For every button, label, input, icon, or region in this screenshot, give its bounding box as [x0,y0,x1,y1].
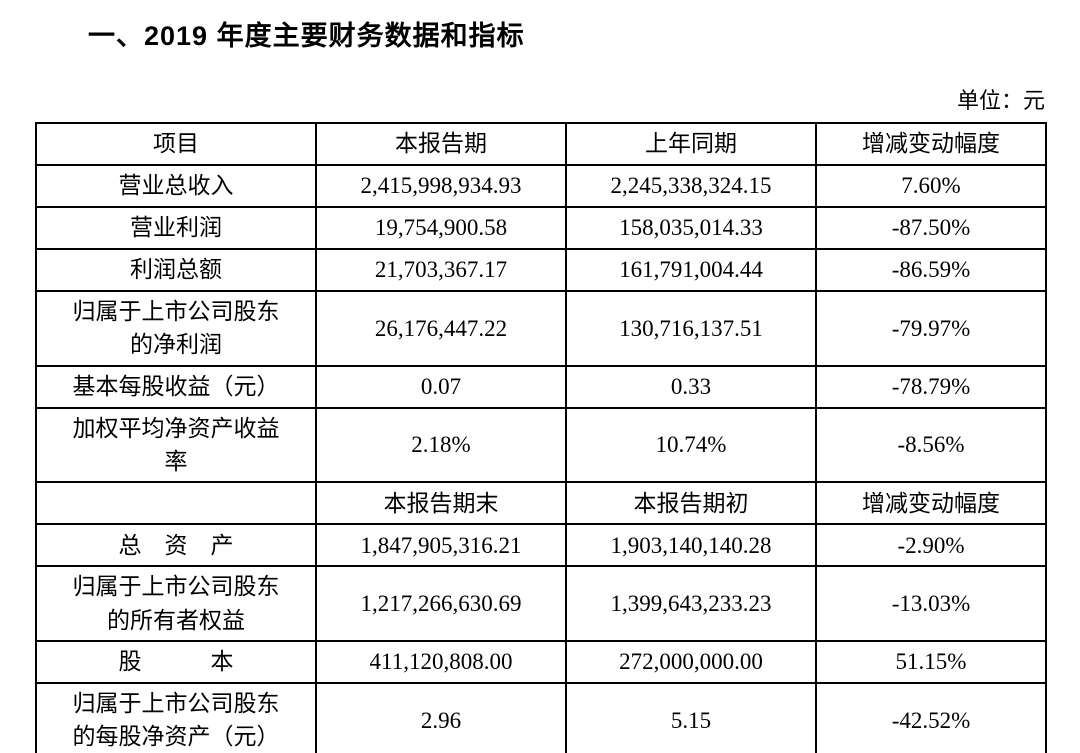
current-period-cell: 1,847,905,316.21 [315,523,567,568]
table-row: 归属于上市公司股东 的净利润 26,176,447.22 130,716,137… [35,290,1047,367]
item-label-cell: 营业利润 [35,206,317,250]
col-header-change: 增减变动幅度 [815,122,1047,166]
table-row: 股 本 411,120,808.00 272,000,000.00 51.15% [35,640,1047,685]
current-period-cell: 19,754,900.58 [315,206,567,250]
change-cell: -78.79% [815,364,1047,409]
item-label-cell: 加权平均净资产收益 率 [35,406,317,484]
change-cell: -86.59% [815,248,1047,292]
item-label-cell: 利润总额 [35,248,317,292]
current-period-cell: 21,703,367.17 [315,248,567,292]
item-label-cell: 基本每股收益（元） [35,364,317,409]
table-row: 营业总收入 2,415,998,934.93 2,245,338,324.15 … [35,164,1047,208]
prior-period-cell: 1,399,643,233.23 [565,565,817,643]
table-row: 加权平均净资产收益 率 2.18% 10.74% -8.56% [35,406,1047,484]
prior-period-cell: 158,035,014.33 [565,206,817,250]
prior-period-cell: 272,000,000.00 [565,640,817,685]
prior-period-cell: 0.33 [565,364,817,409]
page-title: 一、2019 年度主要财务数据和指标 [88,21,525,51]
item-label-cell: 股 本 [35,640,317,685]
table-row: 总 资 产 1,847,905,316.21 1,903,140,140.28 … [35,523,1047,568]
financial-table: 项目 本报告期 上年同期 增减变动幅度 营业总收入 2,415,998,934.… [35,122,1047,753]
current-period-cell: 2.18% [315,406,567,484]
unit-label: 单位：元 [956,88,1045,113]
subheader-empty-cell [35,481,317,526]
change-cell: -13.03% [815,565,1047,643]
table-row: 营业利润 19,754,900.58 158,035,014.33 -87.50… [35,206,1047,250]
current-period-cell: 2.96 [315,682,567,753]
prior-period-cell: 2,245,338,324.15 [565,164,817,208]
col-header-change: 增减变动幅度 [815,481,1047,526]
col-header-period-start: 本报告期初 [565,481,817,526]
current-period-cell: 2,415,998,934.93 [315,164,567,208]
col-header-period-end: 本报告期末 [315,481,567,526]
change-cell: 51.15% [815,640,1047,685]
col-header-current-period: 本报告期 [315,122,567,166]
prior-period-cell: 1,903,140,140.28 [565,523,817,568]
prior-period-cell: 161,791,004.44 [565,248,817,292]
table-row: 归属于上市公司股东 的所有者权益 1,217,266,630.69 1,399,… [35,565,1047,643]
table-row: 利润总额 21,703,367.17 161,791,004.44 -86.59… [35,248,1047,292]
prior-period-cell: 130,716,137.51 [565,290,817,367]
table-header-row: 项目 本报告期 上年同期 增减变动幅度 [35,122,1047,166]
prior-period-cell: 10.74% [565,406,817,484]
table-row: 基本每股收益（元） 0.07 0.33 -78.79% [35,364,1047,409]
change-cell: -8.56% [815,406,1047,484]
change-cell: 7.60% [815,164,1047,208]
item-label-cell: 归属于上市公司股东 的净利润 [35,290,317,367]
col-header-prior-period: 上年同期 [565,122,817,166]
item-label-cell: 营业总收入 [35,164,317,208]
table-subheader-row: 本报告期末 本报告期初 增减变动幅度 [35,481,1047,526]
current-period-cell: 26,176,447.22 [315,290,567,367]
current-period-cell: 0.07 [315,364,567,409]
current-period-cell: 1,217,266,630.69 [315,565,567,643]
change-cell: -79.97% [815,290,1047,367]
table-row: 归属于上市公司股东 的每股净资产（元） 2.96 5.15 -42.52% [35,682,1047,753]
prior-period-cell: 5.15 [565,682,817,753]
current-period-cell: 411,120,808.00 [315,640,567,685]
change-cell: -2.90% [815,523,1047,568]
item-label-cell: 总 资 产 [35,523,317,568]
item-label-cell: 归属于上市公司股东 的每股净资产（元） [35,682,317,753]
col-header-item: 项目 [35,122,317,166]
change-cell: -42.52% [815,682,1047,753]
item-label-cell: 归属于上市公司股东 的所有者权益 [35,565,317,643]
change-cell: -87.50% [815,206,1047,250]
